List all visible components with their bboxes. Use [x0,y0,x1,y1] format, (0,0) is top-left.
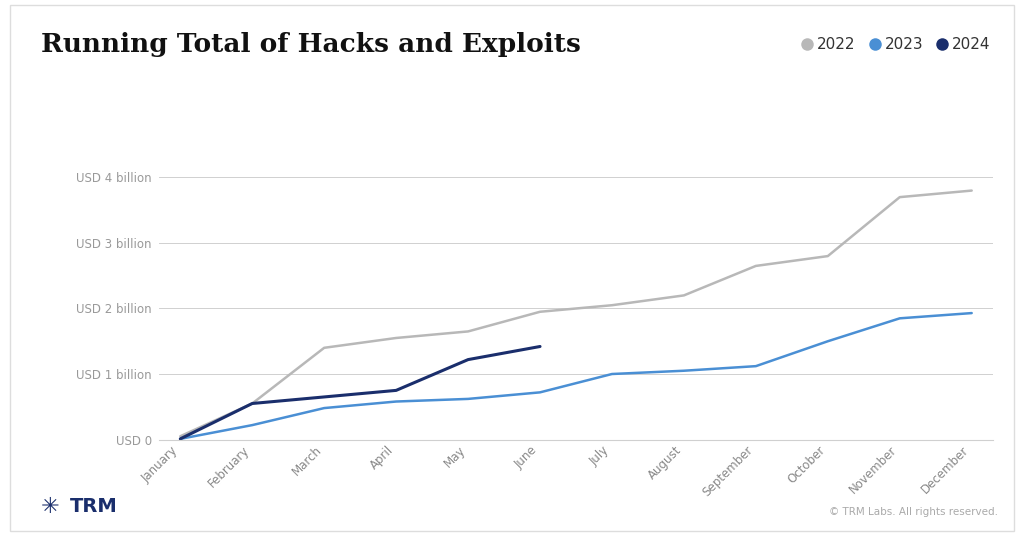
Text: TRM: TRM [70,497,118,516]
Text: © TRM Labs. All rights reserved.: © TRM Labs. All rights reserved. [829,507,998,517]
Text: Running Total of Hacks and Exploits: Running Total of Hacks and Exploits [41,32,581,57]
Text: ✳: ✳ [41,496,59,517]
Legend: 2022, 2023, 2024: 2022, 2023, 2024 [804,37,991,52]
